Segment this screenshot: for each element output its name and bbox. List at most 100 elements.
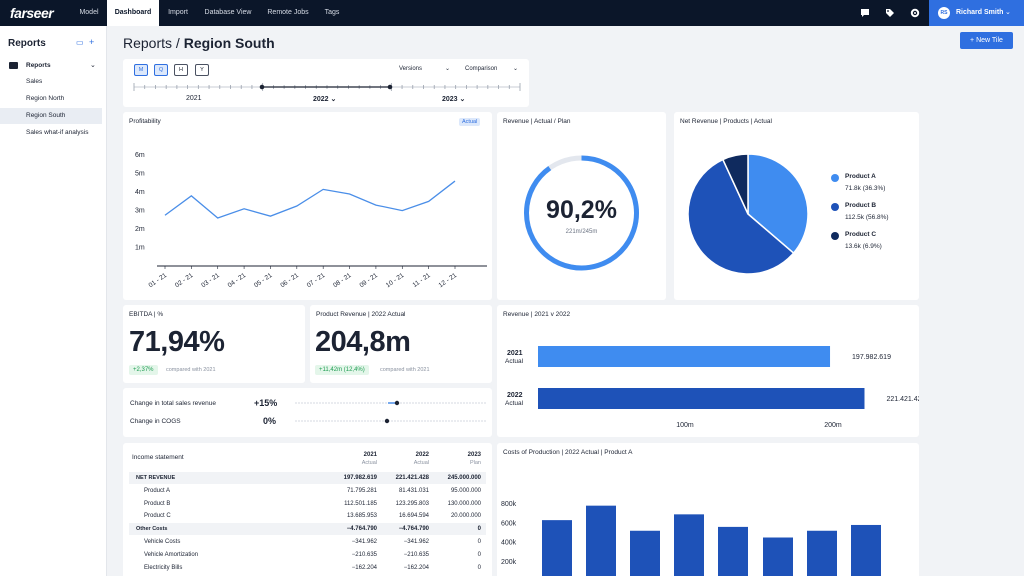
table-cell: 197.982.619 xyxy=(343,475,377,481)
user-menu[interactable]: RS Richard Smith ⌄ xyxy=(929,0,1024,26)
sidebar-item-sales-what-if[interactable]: Sales what-if analysis xyxy=(26,129,89,136)
nav-remote-jobs[interactable]: Remote Jobs xyxy=(267,9,309,16)
chevron-down-icon: ⌄ xyxy=(1005,9,1011,16)
net-revenue-tile[interactable]: Net Revenue | Products | Actual Product … xyxy=(674,112,919,300)
income-statement-tile[interactable]: Income statement 2021 Actual 2022 Actual 202… xyxy=(123,443,492,576)
ebitda-tile[interactable]: EBITDA | % 71,94% +2,37% compared with 2… xyxy=(123,305,305,383)
profitability-series-line xyxy=(164,180,456,219)
sidebar-item-sales[interactable]: Sales xyxy=(26,78,43,85)
chevron-down-icon: ⌄ xyxy=(512,66,518,72)
x-tick-label: 01 - 21 xyxy=(148,272,169,290)
table-cell: 0 xyxy=(477,526,481,533)
nav-import[interactable]: Import xyxy=(168,9,188,16)
period-year-button[interactable]: Y xyxy=(195,64,209,76)
legend-swatch xyxy=(831,203,839,211)
cost-bar xyxy=(542,520,572,576)
nav-model[interactable]: Model xyxy=(79,9,99,16)
period-quarter-button[interactable]: Q xyxy=(154,64,168,76)
period-month-button[interactable]: M xyxy=(134,64,148,76)
legend-label: Product C xyxy=(845,231,877,238)
table-cell: −210.635 xyxy=(403,551,429,558)
sidebar-item-region-south[interactable]: Region South xyxy=(0,108,102,124)
y-tick-label: 1m xyxy=(135,245,145,252)
year-label-2023[interactable]: 2023 ⌄ xyxy=(442,96,466,103)
row-label: Product B xyxy=(144,500,171,507)
revenue-gauge xyxy=(524,155,639,271)
y-tick-label: 5m xyxy=(135,171,145,178)
change-sales-slider[interactable] xyxy=(293,399,489,407)
nav-tags[interactable]: Tags xyxy=(324,9,340,16)
breadcrumb[interactable]: Reports / xyxy=(123,35,184,51)
y-tick-label: 2m xyxy=(135,226,145,233)
versions-select[interactable]: Versions ⌄ xyxy=(393,63,453,76)
slider-handle-start xyxy=(259,84,265,90)
tile-title: Income statement xyxy=(132,454,184,461)
table-cell: −162.204 xyxy=(351,564,377,571)
table-row[interactable] xyxy=(129,472,486,484)
x-tick-label: 04 - 21 xyxy=(227,272,248,290)
tag-icon[interactable] xyxy=(885,8,895,18)
new-tile-button[interactable]: + New Tile xyxy=(960,32,1013,49)
table-cell: 0 xyxy=(477,564,481,571)
x-tick-label: 200m xyxy=(824,422,842,429)
year-label-2021[interactable]: 2021 xyxy=(186,95,202,102)
change-sales-label: Change in total sales revenue xyxy=(130,400,217,407)
gauge-value: 90,2% xyxy=(546,196,617,224)
column-header-scenario: Actual xyxy=(413,460,429,466)
pie-slice-product-b xyxy=(687,158,795,275)
legend-value: 112.5k (56.8%) xyxy=(845,214,889,221)
change-cogs-slider[interactable] xyxy=(293,417,489,425)
top-bar: farseer Model Dashboard Import Database … xyxy=(0,0,1024,26)
farseer-logo[interactable]: farseer xyxy=(10,5,54,21)
column-header-year: 2021 xyxy=(363,452,377,458)
table-cell: −4.764.790 xyxy=(346,526,377,533)
gauge-progress-arc xyxy=(524,155,639,271)
new-tile-label: New Tile xyxy=(976,37,1003,44)
cost-bar xyxy=(674,514,704,576)
table-cell: 0 xyxy=(477,551,481,558)
sidebar-item-region-north[interactable]: Region North xyxy=(26,95,65,102)
legend-value: 71.8k (36.3%) xyxy=(845,185,886,192)
column-header-scenario: Actual xyxy=(361,460,377,466)
costs-production-tile[interactable]: Costs of Production | 2022 Actual | Prod… xyxy=(497,443,919,576)
nav-database-view[interactable]: Database View xyxy=(204,9,252,16)
legend-swatch xyxy=(831,232,839,240)
plus-icon[interactable]: + xyxy=(89,37,95,47)
change-cogs-value: 0% xyxy=(263,416,277,426)
table-cell: 13.685.953 xyxy=(346,513,377,520)
profitability-tile[interactable]: Profitability Actual 6m 5m 4m 3m 2m 1m 01 - 21… xyxy=(123,112,492,300)
user-name: Richard Smith xyxy=(956,9,1004,16)
report-name: Region South xyxy=(183,35,275,51)
revenue-compare-tile[interactable]: Revenue | 2021 v 2022 2021 Actual 197.982.… xyxy=(497,305,919,437)
chat-icon[interactable] xyxy=(860,8,870,18)
period-selector xyxy=(123,59,529,107)
nav-dashboard[interactable]: Dashboard xyxy=(107,0,159,26)
x-tick-label: 07 - 21 xyxy=(306,272,327,290)
x-tick-label: 05 - 21 xyxy=(253,272,274,290)
period-half-button[interactable]: H xyxy=(174,64,188,76)
folder-add-icon[interactable]: ▭ xyxy=(76,38,84,47)
comparison-select[interactable]: Comparison ⌄ xyxy=(459,63,521,76)
table-row[interactable] xyxy=(129,523,486,536)
revenue-plan-tile[interactable]: Revenue | Actual / Plan 90,2% 221m/245m xyxy=(497,112,666,300)
bar-category-sublabel: Actual xyxy=(505,400,524,407)
sidebar-group-reports[interactable]: Reports ⌄ xyxy=(0,58,107,74)
product-revenue-tile[interactable]: Product Revenue | 2022 Actual 204,8m +11… xyxy=(310,305,492,383)
gear-icon[interactable] xyxy=(910,8,920,18)
table-cell: −341.962 xyxy=(351,539,377,545)
actual-badge: Actual xyxy=(459,118,481,126)
timeline-slider[interactable] xyxy=(130,82,524,96)
row-label: NET REVENUE xyxy=(136,475,176,481)
table-cell: 20.000.000 xyxy=(450,513,481,520)
y-tick-label: 200k xyxy=(501,559,517,566)
ebitda-value: 71,94% xyxy=(129,326,225,358)
table-cell: 81.431.031 xyxy=(398,487,429,494)
product-revenue-delta-badge: +11,42m (12,4%) xyxy=(315,365,369,375)
what-if-changes-tile: Change in total sales revenue +15% Chang… xyxy=(123,388,492,437)
year-label-2022[interactable]: 2022 ⌄ xyxy=(313,96,337,103)
table-cell: 71.795.281 xyxy=(346,487,377,494)
cost-bar xyxy=(586,505,616,576)
pie-slice-product-c xyxy=(721,153,749,215)
sidebar: Reports ▭ + Reports ⌄ Sales Region North… xyxy=(0,26,107,576)
table-cell: −341.962 xyxy=(403,539,429,545)
